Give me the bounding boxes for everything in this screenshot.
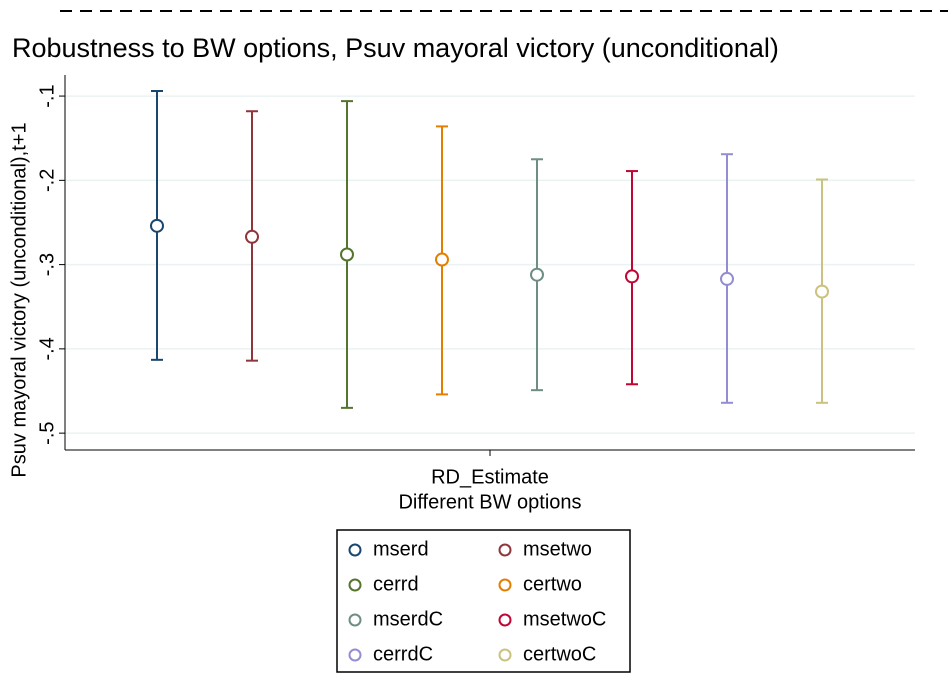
legend-marker xyxy=(498,543,512,557)
point xyxy=(625,269,639,284)
point xyxy=(720,271,734,286)
y-tick-label: -.5 xyxy=(36,421,58,444)
legend-marker xyxy=(348,613,362,627)
x-tick-label: RD_Estimate xyxy=(431,466,549,488)
legend-label: cerrdC xyxy=(373,643,433,665)
y-tick-label: -.2 xyxy=(36,169,58,192)
point xyxy=(815,284,829,299)
legend-label: certwo xyxy=(523,573,582,595)
y-axis-title: Psuv mayoral victory (unconditional),t+1 xyxy=(8,122,30,477)
legend-marker xyxy=(348,543,362,557)
point xyxy=(530,267,544,282)
legend-label: mserd xyxy=(373,538,429,560)
point xyxy=(435,252,449,267)
legend-marker xyxy=(498,648,512,662)
x-axis-title: Different BW options xyxy=(398,491,581,513)
point xyxy=(340,247,354,262)
y-tick-label: -.1 xyxy=(36,84,58,107)
chart-title: Robustness to BW options, Psuv mayoral v… xyxy=(12,33,779,63)
legend-marker xyxy=(348,648,362,662)
legend-marker xyxy=(498,613,512,627)
legend-label: certwoC xyxy=(523,643,596,665)
legend-label: mserdC xyxy=(373,608,443,630)
point xyxy=(245,229,259,244)
point xyxy=(150,218,164,233)
legend-label: cerrd xyxy=(373,573,419,595)
legend-marker xyxy=(498,578,512,592)
y-tick-label: -.4 xyxy=(36,337,58,360)
legend-marker xyxy=(348,578,362,592)
legend-label: msetwoC xyxy=(523,608,606,630)
legend-label: msetwo xyxy=(523,538,592,560)
y-tick-label: -.3 xyxy=(36,253,58,276)
legend-box xyxy=(336,529,631,673)
